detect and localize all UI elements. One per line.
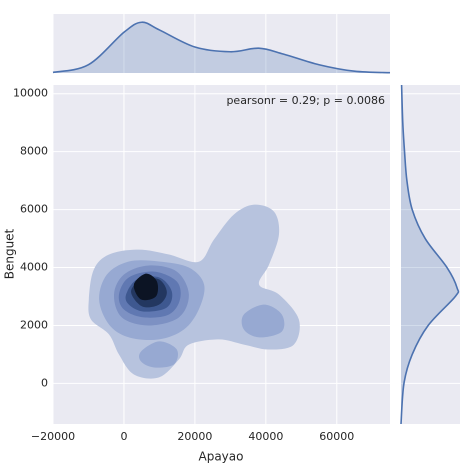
y-axis-label: Benguet (3, 228, 17, 279)
x-tick-label: 0 (120, 430, 127, 443)
right-marginal-background (401, 85, 460, 424)
plot-layer: −20000 0 20000 40000 60000 0 2000 4000 6000 8000 1… (13, 14, 460, 443)
x-marginal-area (53, 22, 390, 73)
x-marginal-line (52, 21, 391, 74)
y-marginal-line (400, 84, 460, 425)
top-marginal-background (53, 14, 390, 73)
y-marginal-area (401, 85, 459, 424)
y-tick-label: 4000 (20, 261, 48, 274)
y-tick-label: 8000 (20, 145, 48, 158)
y-tick-label: 2000 (20, 318, 48, 331)
x-tick-label: 20000 (177, 430, 212, 443)
x-tick-label: −20000 (31, 430, 75, 443)
kde-contour (241, 304, 285, 338)
y-tick-label: 0 (41, 376, 48, 389)
x-tick-label: 60000 (319, 430, 354, 443)
y-tick-label: 10000 (13, 87, 48, 100)
x-tick-label: 40000 (248, 430, 283, 443)
annotation: pearsonr = 0.29; p = 0.0086 (226, 94, 385, 107)
x-axis-label: Apayao (199, 450, 244, 464)
kde-contour (139, 341, 179, 368)
y-tick-label: 6000 (20, 203, 48, 216)
kde-contour (133, 273, 159, 301)
